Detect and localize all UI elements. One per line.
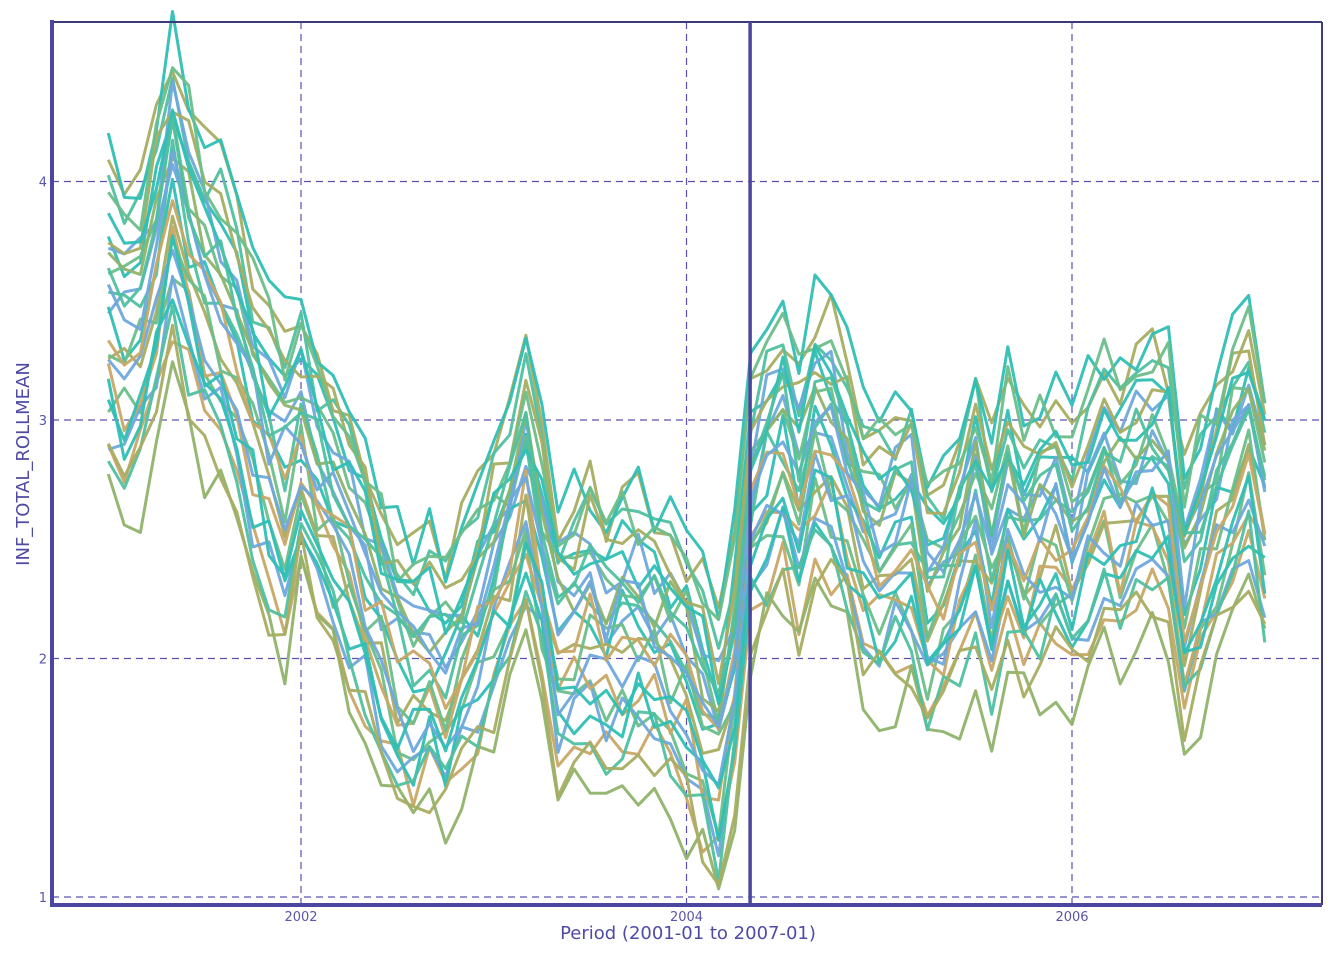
series-line-s22 (107, 199, 1267, 731)
x-tick-label: 2002 (284, 910, 317, 925)
series-line-s23 (107, 304, 1267, 883)
y-tick-label: 1 (39, 891, 47, 906)
series-line-s10 (107, 114, 1267, 725)
series-line-s20 (107, 248, 1267, 787)
series-line-s26 (106, 149, 1267, 729)
x-tick-label: 2004 (670, 910, 703, 925)
y-tick-label: 4 (39, 176, 47, 191)
x-axis-label: Period (2001-01 to 2007-01) (560, 923, 816, 944)
series-line-s7 (106, 360, 1267, 891)
plot-frame (50, 20, 1323, 907)
x-tick-label: 2006 (1055, 910, 1088, 925)
series-line-s24 (106, 108, 1267, 706)
series-line-s16 (107, 238, 1267, 736)
series-line-s6 (106, 76, 1267, 650)
y-tick-label: 2 (39, 653, 47, 668)
tick-labels: 1 2 3 4 2002 2004 2006 (39, 176, 1089, 926)
series-line-s13 (106, 225, 1267, 802)
y-axis-label: INF_TOTAL_ROLLMEAN (13, 362, 34, 566)
series-line-s27 (106, 117, 1267, 695)
y-tick-label: 3 (39, 414, 47, 429)
series-lines (106, 10, 1267, 891)
series-line-s3 (106, 116, 1267, 704)
series-line-s25 (106, 323, 1267, 887)
series-line-s17 (107, 110, 1267, 686)
series-line-s28 (106, 234, 1267, 790)
series-line-s21 (107, 66, 1267, 622)
series-line-s12 (106, 10, 1267, 621)
